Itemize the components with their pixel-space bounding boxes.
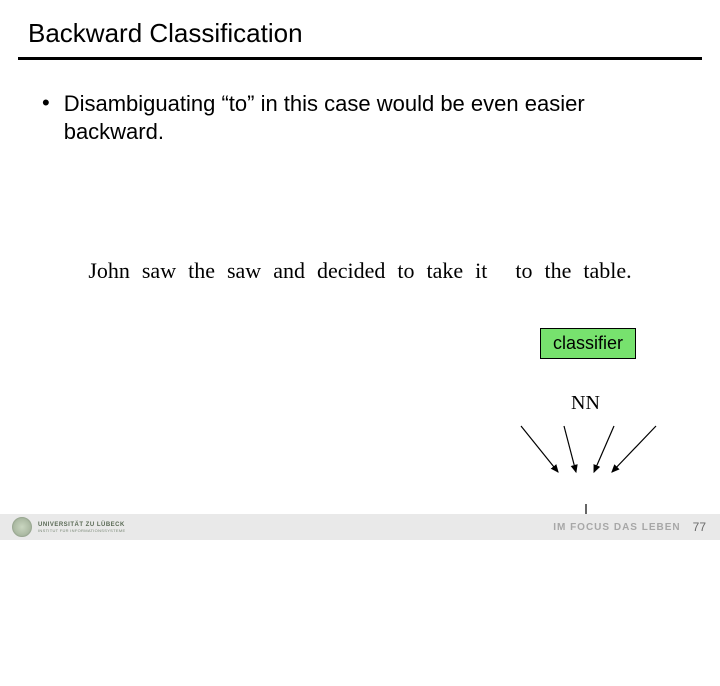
word-5: decided <box>317 258 385 284</box>
slide-title: Backward Classification <box>0 0 720 57</box>
arrow-out-of-classifier <box>0 146 720 686</box>
arrows-into-classifier <box>0 146 720 686</box>
word-0: John <box>88 258 130 284</box>
bullet-marker: • <box>42 90 50 116</box>
word-7: take <box>427 258 464 284</box>
word-11: table. <box>583 258 631 284</box>
word-1: saw <box>142 258 176 284</box>
word-6: to <box>397 258 414 284</box>
word-10: the <box>545 258 572 284</box>
classifier-output-label: NN <box>571 392 600 415</box>
footer-right: IM FOCUS DAS LEBEN 77 <box>553 520 706 534</box>
university-seal-icon <box>12 517 32 537</box>
university-text: UNIVERSITÄT ZU LÜBECK INSTITUT FÜR INFOR… <box>38 522 125 533</box>
word-4: and <box>273 258 305 284</box>
institute-name: INSTITUT FÜR INFORMATIONSSYSTEME <box>38 529 125 533</box>
word-2: the <box>188 258 215 284</box>
university-name: UNIVERSITÄT ZU LÜBECK <box>38 522 125 528</box>
footer-left: UNIVERSITÄT ZU LÜBECK INSTITUT FÜR INFOR… <box>12 517 125 537</box>
bullet-text: Disambiguating “to” in this case would b… <box>64 90 670 146</box>
footer-bar: UNIVERSITÄT ZU LÜBECK INSTITUT FÜR INFOR… <box>0 514 720 540</box>
footer-motto: IM FOCUS DAS LEBEN <box>553 522 680 533</box>
example-sentence: Johnsawthesawanddecidedtotakeittothetabl… <box>0 258 720 284</box>
word-3: saw <box>227 258 261 284</box>
page-number: 77 <box>693 520 706 534</box>
word-8: it <box>475 258 487 284</box>
bullet-block: • Disambiguating “to” in this case would… <box>0 60 720 146</box>
classifier-box: classifier <box>540 328 636 359</box>
word-9: to <box>515 258 532 284</box>
